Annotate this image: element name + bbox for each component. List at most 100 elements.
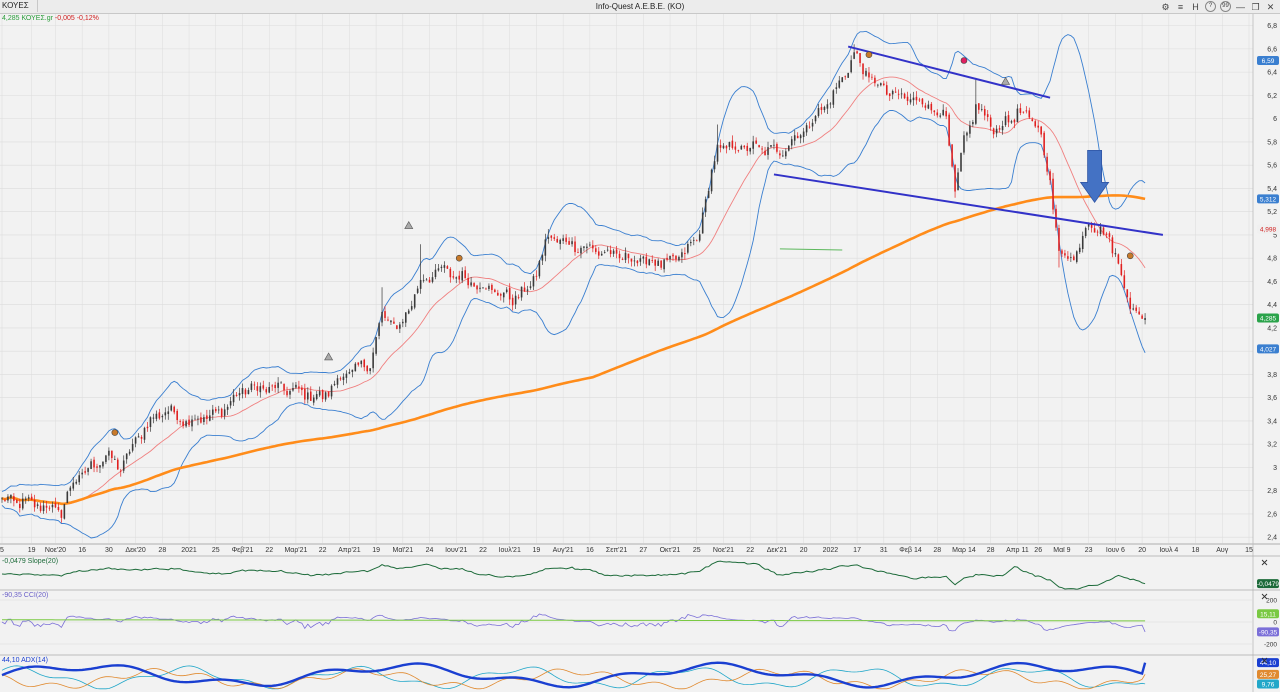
bollinger-upper-tag-text: 6,59 — [1262, 58, 1275, 65]
candle-body — [725, 145, 728, 149]
x-tick-label: 25 — [693, 547, 701, 554]
x-tick-label: 23 — [1085, 547, 1093, 554]
candle-body — [823, 107, 826, 111]
candle-body — [609, 250, 612, 255]
cci-last-tag-text: -90,35 — [1259, 629, 1278, 636]
candle-body — [7, 496, 9, 501]
menu-icon[interactable]: ≡ — [1177, 1, 1184, 12]
candle-body — [853, 52, 855, 59]
candle-body — [1132, 308, 1135, 310]
candle-body — [698, 234, 701, 241]
candle-body — [1093, 228, 1096, 233]
candle-body — [330, 385, 333, 397]
help-h-button[interactable]: H — [1192, 1, 1199, 12]
candle-body — [203, 417, 205, 423]
candle-body — [986, 114, 989, 118]
candle-body — [538, 261, 541, 277]
candle-body — [4, 500, 6, 501]
x-tick-label: 18 — [1192, 547, 1200, 554]
candle-body — [600, 253, 603, 256]
candle-body — [164, 412, 167, 416]
x-tick-label: Δεκ'20 — [125, 547, 146, 554]
help-circle-icon[interactable]: ? — [1205, 1, 1216, 12]
candle-body — [485, 288, 487, 290]
candle-body — [975, 104, 977, 124]
candle-body — [1019, 108, 1022, 113]
signal-circle-icon — [455, 254, 463, 262]
quote-circle-icon[interactable]: 99 — [1220, 1, 1231, 12]
candle-body — [354, 363, 357, 372]
candle-body — [410, 306, 413, 310]
candle-body — [274, 384, 276, 389]
symbol-field[interactable]: ΚΟΥΕΣ — [0, 0, 38, 12]
candle-body — [832, 90, 835, 105]
candle-body — [1126, 289, 1129, 298]
candles — [1, 44, 1146, 523]
candle-body — [363, 359, 366, 368]
candle-body — [960, 152, 962, 172]
candle-body — [1034, 121, 1037, 127]
candle-body — [885, 85, 888, 95]
signal-circle-icon — [960, 57, 968, 64]
candle-body — [19, 503, 21, 508]
candle-body — [482, 287, 484, 289]
candle-body — [838, 80, 841, 88]
candle-body — [517, 297, 520, 299]
candle-body — [681, 252, 683, 258]
candle-body — [562, 238, 564, 241]
candle-body — [360, 360, 363, 365]
candle-body — [859, 53, 861, 64]
candle-body — [440, 266, 443, 269]
candle-body — [532, 276, 535, 287]
adx-close-icon — [1261, 657, 1268, 664]
candle-body — [390, 320, 392, 323]
sma-slow-tag: 5,312 — [1257, 194, 1279, 204]
candle-body — [351, 369, 354, 372]
candle-body — [1090, 223, 1093, 228]
candle-body — [387, 319, 389, 321]
candle-body — [182, 421, 184, 427]
candle-body — [256, 386, 259, 391]
x-tick-label: 15 — [1245, 547, 1253, 554]
candle-body — [298, 386, 300, 389]
x-tick-label: 17 — [853, 547, 861, 554]
candle-body — [511, 297, 514, 306]
y-tick-label: 3,8 — [1267, 372, 1277, 379]
candle-body — [137, 436, 140, 438]
minimize-button[interactable]: — — [1236, 1, 1245, 12]
candle-body — [155, 413, 158, 419]
settings-icon[interactable]: ⚙ — [1161, 1, 1170, 12]
bollinger-lower-tag-text: 4,027 — [1260, 346, 1277, 353]
candle-body — [556, 238, 559, 243]
x-tick-label: Απρ'21 — [338, 547, 361, 554]
candle-body — [713, 161, 716, 170]
candle-body — [161, 415, 164, 418]
y-tick-label: 6,2 — [1267, 93, 1277, 100]
candle-body — [1067, 256, 1069, 259]
candle-body — [773, 144, 775, 146]
candle-body — [277, 382, 279, 388]
candle-body — [568, 241, 570, 245]
candle-body — [488, 285, 490, 289]
adx-tag: 44,10 — [1257, 658, 1279, 668]
candle-body — [108, 450, 110, 456]
candle-body — [345, 373, 348, 378]
candle-body — [375, 337, 377, 354]
candle-body — [217, 409, 220, 411]
x-tick-label: Μαρ 14 — [952, 547, 976, 554]
candle-body — [969, 125, 971, 134]
x-tick-label: 24 — [426, 547, 434, 554]
slope-line — [1, 560, 1146, 590]
candle-body — [63, 504, 66, 519]
bollinger-upper-tag: 6,59 — [1257, 56, 1279, 66]
candle-body — [645, 256, 648, 265]
candle-body — [149, 417, 152, 427]
candle-body — [75, 481, 78, 484]
candle-body — [318, 391, 321, 396]
x-tick-label: 30 — [105, 547, 113, 554]
close-button[interactable]: ✕ — [1266, 1, 1275, 12]
candle-body — [1138, 311, 1140, 315]
candle-body — [301, 387, 303, 391]
restore-button[interactable]: ❐ — [1251, 1, 1260, 12]
